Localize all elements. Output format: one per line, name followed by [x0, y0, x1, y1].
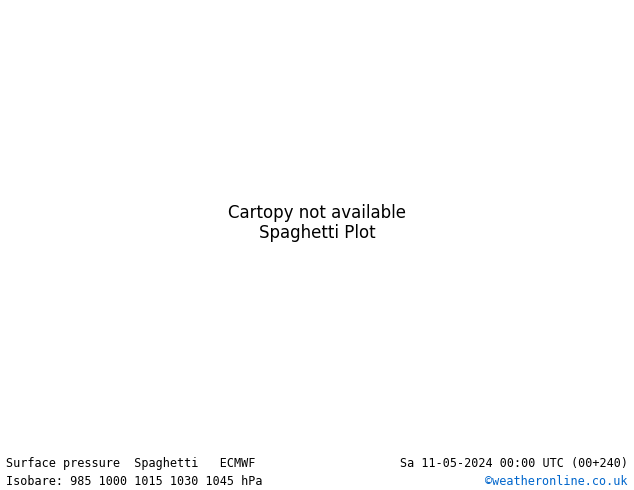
- Text: Sa 11-05-2024 00:00 UTC (00+240): Sa 11-05-2024 00:00 UTC (00+240): [399, 457, 628, 470]
- Text: ©weatheronline.co.uk: ©weatheronline.co.uk: [485, 475, 628, 488]
- Text: Isobare: 985 1000 1015 1030 1045 hPa: Isobare: 985 1000 1015 1030 1045 hPa: [6, 475, 263, 488]
- Text: Surface pressure  Spaghetti   ECMWF: Surface pressure Spaghetti ECMWF: [6, 457, 256, 470]
- Text: Cartopy not available
Spaghetti Plot: Cartopy not available Spaghetti Plot: [228, 203, 406, 243]
